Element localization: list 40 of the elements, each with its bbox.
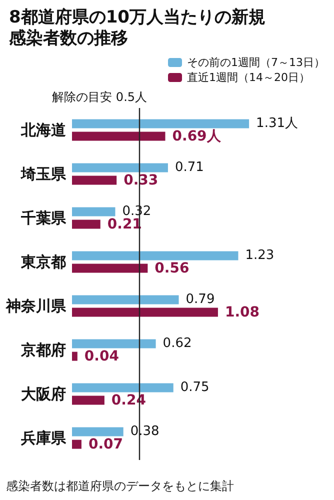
y-tick-label: 京都府 xyxy=(20,341,66,359)
y-tick-label: 東京都 xyxy=(20,253,66,271)
bar xyxy=(72,308,218,317)
data-label: 0.56 xyxy=(154,260,190,276)
y-tick-label: 埼玉県 xyxy=(20,165,67,183)
bar xyxy=(72,383,174,392)
y-tick-label: 兵庫県 xyxy=(20,429,67,447)
bar xyxy=(72,220,100,229)
bar xyxy=(72,396,104,405)
ref-line-label: 解除の目安 0.5人 xyxy=(52,90,148,104)
text: 感染者数は都道府県のデータをもとに集計 xyxy=(6,479,234,493)
bar xyxy=(72,264,148,273)
bar xyxy=(72,339,156,348)
bar xyxy=(72,132,166,141)
y-tick-label: 神奈川県 xyxy=(5,297,67,315)
data-label: 1.08 xyxy=(224,304,260,320)
data-label: 0.75 xyxy=(180,380,210,396)
data-label: 1.31人 xyxy=(256,116,298,132)
bar xyxy=(72,119,250,128)
y-tick-label: 北海道 xyxy=(20,121,67,139)
data-label: 0.07 xyxy=(88,436,124,452)
bar xyxy=(72,176,117,185)
bar xyxy=(72,295,179,304)
y-tick-label: 大阪府 xyxy=(21,385,66,403)
bar xyxy=(72,440,82,449)
data-label: 0.79 xyxy=(186,292,215,308)
legend-label: 直近1週間（14～20日） xyxy=(187,71,310,84)
bar xyxy=(72,163,168,172)
data-label: 0.69人 xyxy=(172,128,222,144)
y-tick-label: 千葉県 xyxy=(20,209,67,227)
chart-title: 8都道府県の10万人当たりの新規感染者数の推移 xyxy=(8,8,266,48)
bar xyxy=(72,352,78,361)
legend-label: その前の1週間（7～13日） xyxy=(187,56,326,69)
bar xyxy=(72,251,238,260)
data-label: 0.62 xyxy=(162,336,192,352)
data-label: 0.04 xyxy=(84,348,120,364)
bar xyxy=(72,207,116,216)
data-label: 1.23 xyxy=(245,248,274,264)
bar xyxy=(72,427,124,436)
data-label: 0.71 xyxy=(174,160,204,176)
